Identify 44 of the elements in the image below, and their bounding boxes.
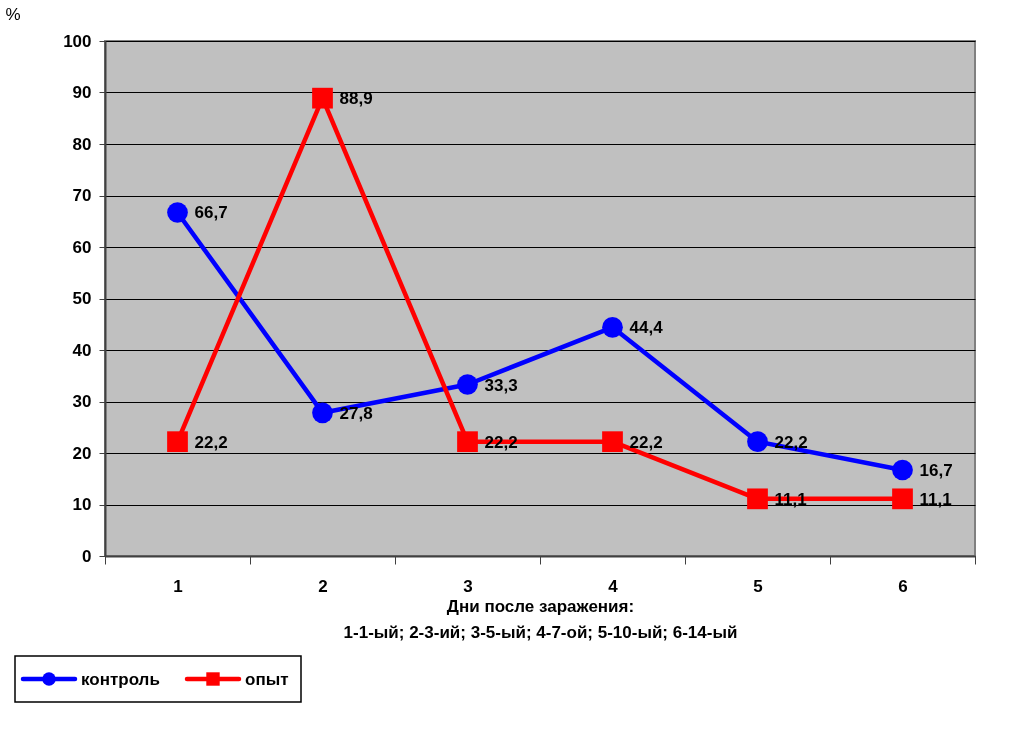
data-label: 33,3 [484, 375, 518, 395]
y-tick-label: 50 [72, 289, 92, 308]
y-tick-label: 30 [72, 392, 92, 411]
data-label: 11,1 [919, 489, 952, 509]
legend-label: опыт [245, 670, 289, 689]
x-tick-label: 4 [608, 576, 619, 596]
point [892, 488, 913, 510]
data-label: 22,2 [484, 432, 518, 452]
x-tick-label: 1 [173, 576, 183, 596]
data-label: 27,8 [339, 403, 373, 423]
x-tick-label: 5 [753, 576, 763, 596]
point [167, 202, 188, 223]
y-tick-label: 80 [72, 134, 92, 154]
y-axis-title: % [5, 4, 21, 24]
data-label: 11,1 [774, 489, 807, 509]
point [892, 459, 913, 481]
point [312, 87, 333, 109]
y-tick-label: 90 [72, 83, 92, 102]
y-tick-label: 70 [72, 186, 92, 205]
point [457, 374, 478, 395]
y-tick-label: 20 [72, 443, 92, 463]
data-label: 44,4 [629, 318, 664, 338]
point [602, 431, 623, 453]
y-tick-label: 10 [72, 495, 92, 514]
point [747, 431, 768, 453]
x-tick-label: 6 [898, 576, 908, 596]
point [457, 431, 478, 453]
data-label: 22,2 [194, 432, 228, 452]
x-tick-label: 3 [463, 576, 473, 596]
data-label: 22,2 [629, 432, 663, 452]
point [747, 488, 768, 510]
data-label: 22,2 [774, 432, 808, 452]
point [312, 402, 333, 424]
y-tick-label: 100 [63, 31, 92, 51]
x-tick-label: 2 [318, 576, 328, 596]
point [602, 316, 623, 338]
data-label: 16,7 [919, 460, 953, 480]
legend-label: контроль [81, 670, 160, 689]
y-tick-label: 60 [72, 237, 92, 257]
y-tick-label: 0 [82, 546, 92, 566]
x-axis-title: Дни после заражения: 1-1-ый; 2-3-ий; 3-5-ый; 4-7-ой; 5-10-ый; 6-14-ый [343, 596, 738, 642]
point [167, 431, 188, 453]
data-label: 66,7 [194, 203, 228, 223]
y-tick-label: 40 [72, 340, 92, 360]
